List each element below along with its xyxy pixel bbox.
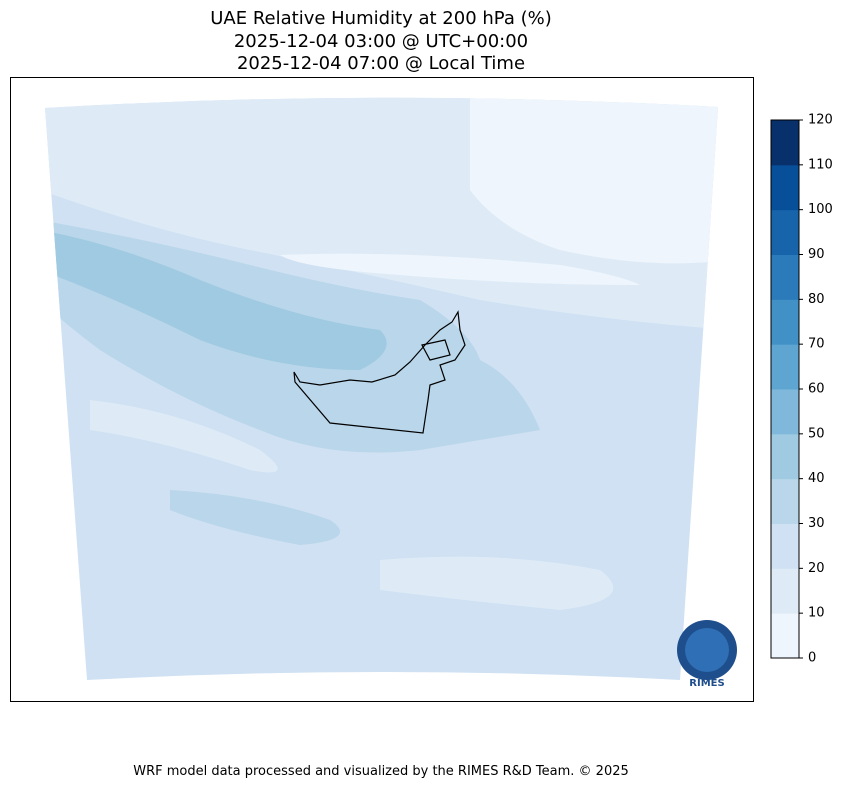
colorbar-tick-label: 100: [808, 202, 833, 217]
colorbar-bin: [771, 478, 799, 524]
colorbar-bin: [771, 433, 799, 480]
title-line: 2025-12-04 03:00 @ UTC+00:00: [234, 31, 528, 52]
colorbar-bin: [771, 254, 799, 300]
colorbar-tick-label: 30: [808, 516, 825, 531]
colorbar-tick-label: 20: [808, 561, 825, 576]
colorbar-bin: [771, 299, 799, 345]
colorbar-tick-label: 50: [808, 426, 825, 441]
colorbar-tick-label: 90: [808, 247, 825, 262]
uae-border: [293, 310, 466, 434]
title-line: UAE Relative Humidity at 200 hPa (%): [210, 8, 551, 29]
colorbar-bin: [771, 568, 799, 614]
colorbar-tick-label: 40: [808, 471, 825, 486]
colorbar-bin: [771, 344, 799, 390]
colorbar-tick-label: 10: [808, 606, 825, 621]
colorbar-tick-label: 120: [808, 113, 833, 128]
colorbar-tick-label: 80: [808, 292, 825, 307]
logo-text: RIMES: [689, 678, 724, 689]
colorbar-bin: [771, 209, 799, 255]
colorbar-bin: [771, 389, 799, 435]
humidity-field: [45, 97, 718, 680]
colorbar-bin: [771, 120, 799, 166]
colorbar-bin: [771, 164, 799, 211]
title-line: 2025-12-04 07:00 @ Local Time: [237, 53, 525, 74]
colorbar: 0 10 20 30 40 50 60 70 80 90 100 110 120: [770, 113, 833, 666]
logo: RIMES: [677, 620, 737, 689]
colorbar-bin: [771, 523, 799, 569]
footer: WRF model data processed and visualized …: [133, 764, 629, 779]
colorbar-tick-label: 110: [808, 157, 833, 172]
colorbar-tick-label: 60: [808, 382, 825, 397]
colorbar-tick-label: 70: [808, 337, 825, 352]
colorbar-tick-label: 0: [808, 651, 816, 666]
colorbar-bin: [771, 613, 799, 659]
